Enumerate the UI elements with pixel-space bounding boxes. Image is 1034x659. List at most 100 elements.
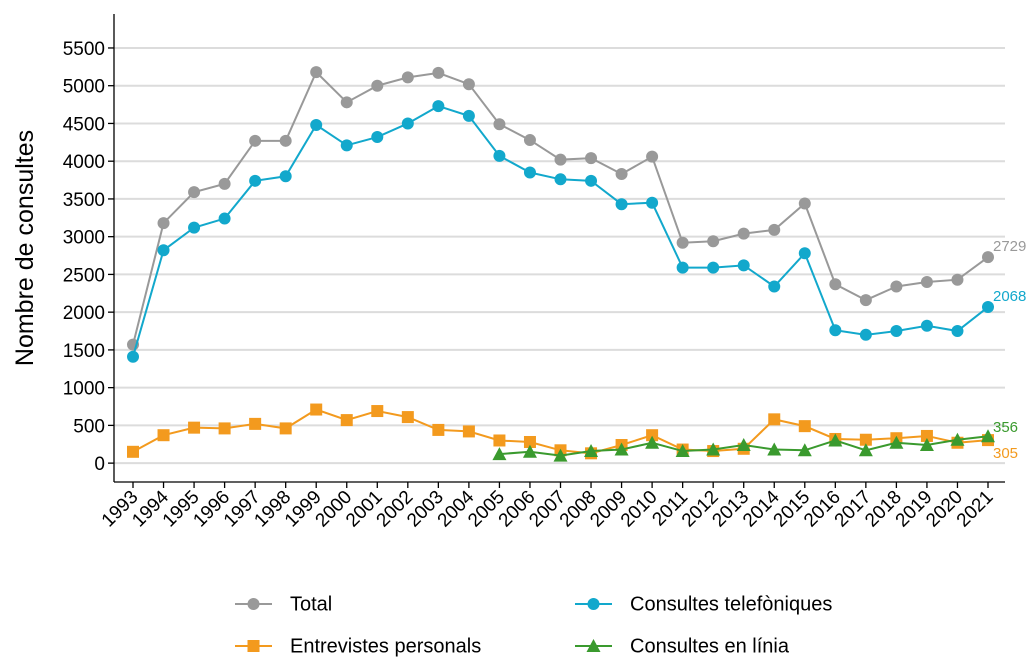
data-point <box>584 444 599 458</box>
data-point <box>493 118 506 131</box>
data-point <box>920 429 933 442</box>
data-point <box>675 444 690 458</box>
data-point <box>401 411 414 424</box>
data-point <box>523 435 536 448</box>
data-point <box>646 196 659 209</box>
data-point <box>614 442 629 456</box>
data-point <box>828 433 843 447</box>
data-point <box>340 414 353 427</box>
data-point <box>585 152 598 165</box>
data-point <box>279 134 292 147</box>
data-point <box>188 421 201 434</box>
data-point <box>432 423 445 436</box>
data-point <box>371 131 384 144</box>
data-point <box>890 280 903 293</box>
data-point <box>523 166 536 179</box>
data-point <box>401 71 414 84</box>
data-point <box>615 198 628 211</box>
data-point <box>462 78 475 91</box>
data-point <box>401 117 414 130</box>
y-tick-label: 1500 <box>63 341 105 362</box>
data-point <box>767 442 782 456</box>
data-point <box>646 150 659 163</box>
data-point <box>798 420 811 433</box>
data-point <box>707 235 720 248</box>
data-point <box>982 251 994 264</box>
legend-marker <box>247 640 260 652</box>
data-point <box>492 447 507 461</box>
data-point <box>523 134 536 147</box>
y-tick-label: 5500 <box>63 39 105 60</box>
data-point <box>432 100 445 113</box>
x-tick-label: 2021 <box>953 487 998 532</box>
data-point <box>859 294 872 307</box>
legend-label: Total <box>290 593 332 615</box>
end-label: 305 <box>993 445 1018 462</box>
data-point <box>249 417 262 430</box>
data-point <box>522 444 537 458</box>
data-point <box>920 275 933 288</box>
data-point <box>919 438 934 452</box>
y-axis-label: Nombre de consultes <box>11 130 39 366</box>
data-point <box>889 435 904 449</box>
legend-marker <box>586 639 601 652</box>
data-point <box>310 66 323 79</box>
data-point <box>829 324 842 337</box>
y-tick-label: 3000 <box>63 228 105 249</box>
data-point <box>188 221 201 234</box>
data-point <box>493 149 506 162</box>
data-point <box>310 403 323 416</box>
data-point <box>890 325 903 338</box>
end-label: 2729 <box>993 238 1026 255</box>
data-point <box>310 118 323 131</box>
data-point <box>707 261 720 274</box>
data-point <box>249 134 262 147</box>
y-tick-label: 2000 <box>63 303 105 324</box>
data-point <box>951 325 964 338</box>
data-point <box>340 139 353 152</box>
data-point <box>127 445 139 458</box>
data-point <box>737 227 750 240</box>
data-point <box>645 435 660 449</box>
data-point <box>676 261 689 274</box>
data-point <box>829 278 842 291</box>
data-point <box>950 432 965 446</box>
y-tick-label: 500 <box>73 416 105 437</box>
data-point <box>981 429 995 443</box>
data-point <box>371 79 384 92</box>
data-point <box>462 425 475 438</box>
data-point <box>706 442 721 456</box>
data-point <box>736 438 751 452</box>
data-point <box>920 319 933 332</box>
data-point <box>279 170 292 183</box>
y-tick-label: 2500 <box>63 265 105 286</box>
data-point <box>951 273 964 286</box>
legend-marker <box>587 598 600 610</box>
y-tick-label: 0 <box>94 454 105 475</box>
data-point <box>768 280 781 293</box>
data-point <box>554 173 567 186</box>
y-tick-label: 3500 <box>63 190 105 211</box>
legend-label: Entrevistes personals <box>290 635 481 657</box>
data-point <box>493 434 506 447</box>
data-point <box>859 433 872 446</box>
data-point <box>432 66 445 79</box>
data-point <box>676 236 689 249</box>
legend-label: Consultes en línia <box>630 635 790 657</box>
y-tick-label: 4000 <box>63 152 105 173</box>
data-point <box>768 413 781 426</box>
data-point <box>157 244 170 257</box>
legend-label: Consultes telefòniques <box>630 593 832 615</box>
data-point <box>127 350 139 363</box>
legend-marker <box>247 598 260 610</box>
data-point <box>798 247 811 260</box>
end-label: 2068 <box>993 288 1026 305</box>
data-point <box>646 429 659 442</box>
data-point <box>737 259 750 272</box>
data-point <box>554 153 567 166</box>
data-point <box>371 405 384 418</box>
end-label: 356 <box>993 419 1018 436</box>
data-point <box>218 422 231 435</box>
data-point <box>768 223 781 236</box>
data-point <box>340 96 353 109</box>
